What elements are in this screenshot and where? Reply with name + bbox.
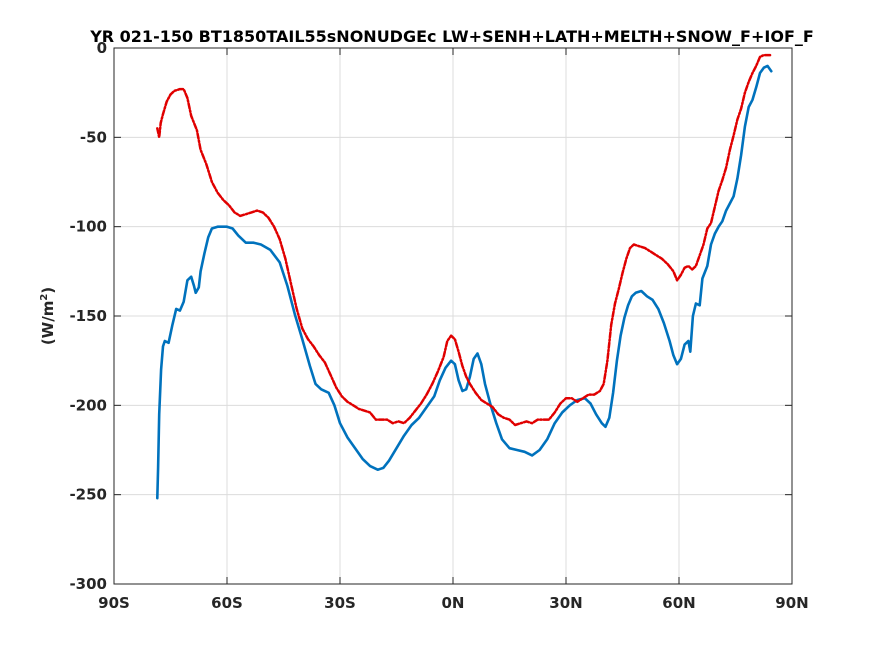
plot-area: 90S 60S 30S 0N 30N 60N 90N 0 -50 -100 -150 -200 -25… [69,39,808,612]
y-tick-label: -250 [69,486,107,504]
series-line-2 [156,53,773,427]
y-axis-label-close: ) [39,287,57,294]
chart-title: YR 021-150 BT1850TAIL55sNONUDGEc LW+SENH… [89,27,814,46]
y-tick-label: -100 [69,218,107,236]
x-tick-label: 30S [324,594,356,612]
x-tick-label: 60S [211,594,243,612]
series-layer [156,53,773,500]
y-axis-label-superscript: 2 [39,294,50,301]
y-tick-label: -300 [69,575,107,593]
x-tick-labels: 90S 60S 30S 0N 30N 60N 90N [98,594,809,612]
y-tick-label: -50 [80,128,107,146]
x-tick-label: 30N [549,594,582,612]
y-axis-label: (W/m2) [39,287,57,345]
x-tick-label: 0N [442,594,465,612]
y-tick-label: -200 [69,396,107,414]
x-tick-label: 60N [662,594,695,612]
series-line-1 [156,64,773,500]
tick-marks [113,47,793,585]
x-tick-label: 90N [775,594,808,612]
y-tick-label: 0 [97,39,107,57]
y-tick-labels: 0 -50 -100 -150 -200 -250 -300 [69,39,107,593]
y-axis-label-text: (W/m [39,301,57,346]
x-tick-label: 90S [98,594,130,612]
y-tick-label: -150 [69,307,107,325]
